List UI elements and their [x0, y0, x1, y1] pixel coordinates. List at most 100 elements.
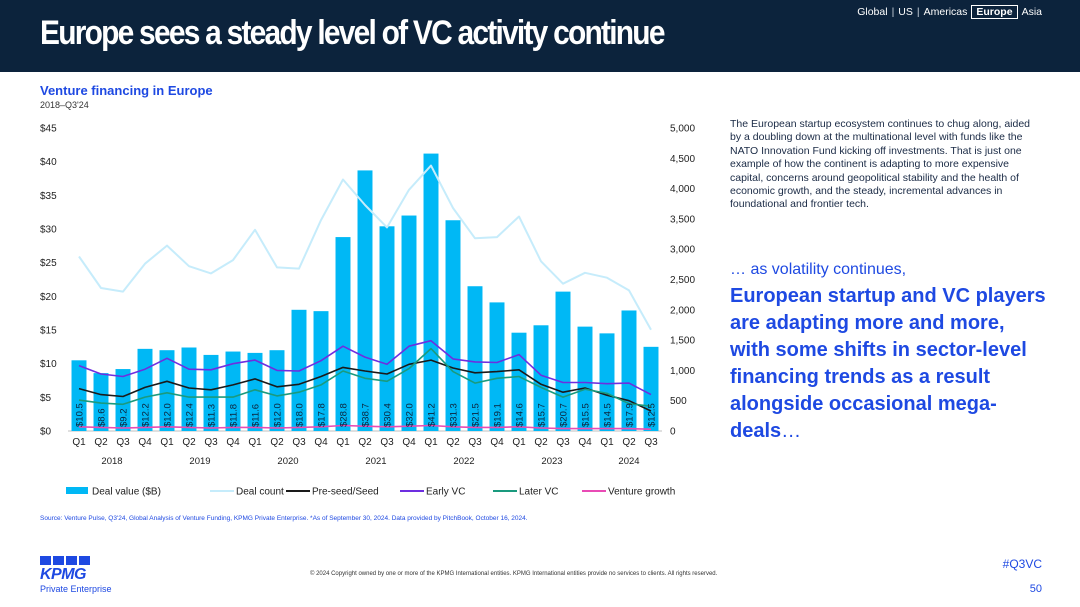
region-nav: Global | US | Americas Europe Asia [857, 5, 1042, 19]
x-axis-quarter-label: Q3 [116, 437, 130, 448]
legend-swatch-deal-value [66, 487, 88, 494]
bar-deal-value [203, 354, 219, 431]
x-axis-quarter-label: Q4 [138, 437, 152, 448]
right-axis-tick: 2,000 [670, 305, 695, 316]
series-line-venture-growth [78, 424, 652, 430]
x-axis-quarter-label: Q2 [534, 437, 548, 448]
left-axis-tick: $35 [40, 191, 57, 202]
bar-data-label: $14.5 [603, 403, 614, 427]
logo-subtitle: Private Enterprise [40, 584, 112, 594]
x-axis-quarter-label: Q1 [512, 437, 526, 448]
bar-deal-value [335, 237, 351, 431]
bar-data-label: $31.3 [449, 403, 460, 427]
x-axis-quarter-label: Q3 [292, 437, 306, 448]
logo-wordmark: KPMG [40, 566, 86, 583]
x-axis-quarter-label: Q3 [380, 437, 394, 448]
right-axis-tick: 4,500 [670, 154, 695, 165]
region-separator: | [891, 6, 895, 18]
bar-data-label: $18.0 [295, 403, 306, 427]
bar-deal-value [445, 220, 461, 431]
bar-data-label: $10.5 [75, 403, 86, 427]
x-axis-year-label: 2021 [365, 456, 386, 467]
x-axis-quarter-label: Q1 [600, 437, 614, 448]
bar-data-label: $38.7 [361, 403, 372, 427]
region-us[interactable]: US [898, 6, 913, 18]
bar-deal-value [137, 348, 153, 431]
region-asia[interactable]: Asia [1021, 6, 1042, 18]
bar-data-label: $15.5 [581, 403, 592, 427]
right-axis-tick: 4,000 [670, 184, 695, 195]
left-axis-tick: $10 [40, 359, 57, 370]
legend-label: Later VC [519, 487, 558, 498]
bar-data-label: $20.7 [559, 403, 570, 427]
bar-deal-value [379, 226, 395, 431]
x-axis-quarter-label: Q4 [314, 437, 328, 448]
right-axis-tick: 1,000 [670, 366, 695, 377]
x-axis-quarter-label: Q1 [248, 437, 262, 448]
bar-data-label: $17.8 [317, 403, 328, 427]
x-axis-quarter-label: Q2 [182, 437, 196, 448]
page-title: Europe sees a steady level of VC activit… [40, 14, 665, 52]
bar-deal-value [225, 351, 241, 431]
bar-deal-value [423, 153, 439, 431]
x-axis-year-label: 2023 [541, 456, 562, 467]
bar-data-label: $11.6 [251, 404, 262, 427]
left-axis-tick: $30 [40, 225, 57, 236]
x-axis-quarter-label: Q2 [622, 437, 636, 448]
bar-data-label: $12.0 [273, 403, 284, 427]
right-axis-tick: 2,500 [670, 275, 695, 286]
bar-data-label: $12.0 [163, 403, 174, 427]
right-axis-tick: 0 [670, 427, 676, 438]
bar-deal-value [621, 310, 637, 431]
legend-label: Deal value ($B) [92, 487, 161, 498]
left-axis-tick: $15 [40, 326, 57, 337]
bar-deal-value [467, 286, 483, 431]
bar-deal-value [599, 333, 615, 431]
region-europe[interactable]: Europe [971, 5, 1018, 19]
right-axis-tick: 3,500 [670, 214, 695, 225]
right-axis-tick: 1,500 [670, 336, 695, 347]
source-note: Source: Venture Pulse, Q3'24, Global Ana… [40, 515, 528, 522]
copyright-note: © 2024 Copyright owned by one or more of… [310, 571, 718, 577]
right-axis-tick: 3,000 [670, 245, 695, 256]
bar-data-label: $12.4 [185, 403, 196, 427]
left-axis-tick: $40 [40, 157, 57, 168]
bar-data-label: $12.2 [141, 403, 152, 427]
highlight-callout: … as volatility continues, European star… [730, 256, 1050, 445]
bar-data-label: $8.6 [97, 409, 108, 428]
body-paragraph: The European startup ecosystem continues… [730, 118, 1031, 211]
bar-data-label: $14.6 [515, 403, 526, 427]
series-line-later-vc [78, 347, 652, 407]
bar-data-label: $30.4 [383, 403, 394, 427]
hashtag: #Q3VC [1002, 557, 1042, 571]
bar-deal-value [489, 302, 505, 431]
series-line-deal-count [78, 164, 652, 331]
bar-data-label: $19.1 [493, 403, 504, 427]
right-axis-tick: 500 [670, 396, 687, 407]
bar-deal-value [115, 369, 131, 431]
left-axis-tick: $5 [40, 393, 52, 404]
bar-data-label: $12.5 [647, 403, 658, 427]
bar-data-label: $15.7 [537, 403, 548, 427]
left-axis-tick: $20 [40, 292, 57, 303]
series-line-pre-seed-seed [78, 359, 652, 412]
header-bar: Europe sees a steady level of VC activit… [0, 0, 1080, 72]
region-americas[interactable]: Americas [923, 6, 968, 18]
bar-deal-value [159, 350, 175, 431]
bar-deal-value [357, 170, 373, 432]
x-axis-quarter-label: Q2 [446, 437, 460, 448]
highlight-main: European startup and VC players are adap… [730, 285, 1046, 442]
x-axis-quarter-label: Q3 [204, 437, 218, 448]
x-axis-year-label: 2020 [277, 456, 298, 467]
bar-data-label: $11.3 [207, 404, 218, 427]
highlight-lead: … as volatility continues, [730, 261, 907, 278]
logo-boxes-icon [40, 556, 112, 565]
region-separator: | [916, 6, 920, 18]
bar-data-label: $32.0 [405, 403, 416, 427]
x-axis-quarter-label: Q1 [72, 437, 86, 448]
bar-deal-value [93, 373, 109, 431]
x-axis-quarter-label: Q1 [424, 437, 438, 448]
x-axis-quarter-label: Q1 [160, 437, 174, 448]
x-axis-quarter-label: Q1 [336, 437, 350, 448]
region-global[interactable]: Global [857, 6, 888, 18]
